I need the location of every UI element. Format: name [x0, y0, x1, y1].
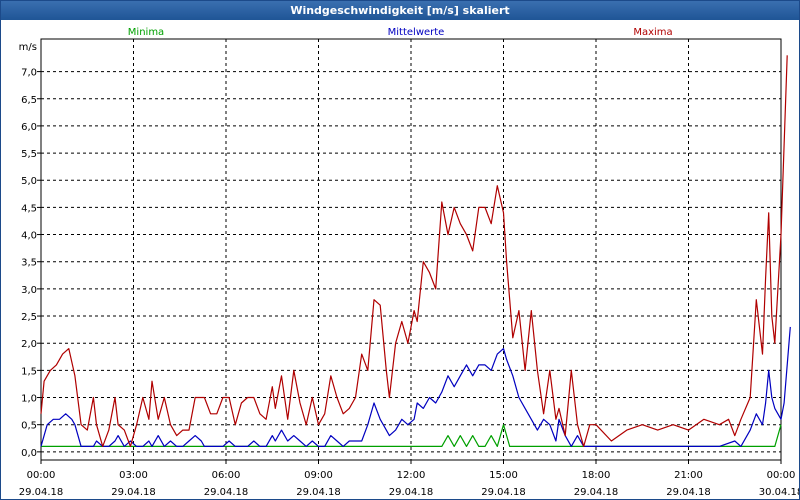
y-tick-label: 3,0	[21, 285, 37, 296]
x-tick-label-date: 29.04.18	[574, 487, 619, 498]
y-tick-label: 2,0	[21, 339, 37, 350]
x-tick-label-date: 29.04.18	[19, 487, 64, 498]
y-tick-label: 5,0	[21, 176, 37, 187]
series-line-minima	[41, 424, 782, 447]
y-tick-label: 4,0	[21, 231, 37, 242]
x-tick-label-date: 30.04.18	[759, 487, 799, 498]
window-title: Windgeschwindigkeit [m/s] skaliert	[1, 1, 799, 20]
y-tick-label: 5,5	[21, 149, 37, 160]
y-tick-label: 3,5	[21, 258, 37, 269]
legend-mittelwerte: Mittelwerte	[388, 27, 445, 38]
y-tick-label: 1,0	[21, 394, 37, 405]
x-tick-label-date: 29.04.18	[389, 487, 434, 498]
y-tick-label: 0,5	[21, 421, 37, 432]
y-tick-label: 1,5	[21, 366, 37, 377]
chart-area: 0,0 0,5 1,0 1,5 2,0 2,5 3,0 3,5 4,0 4,5 5,0 5,5 6,0 6…	[19, 27, 799, 498]
y-tick-label: 7,0	[21, 68, 37, 79]
x-tick-label-date: 29.04.18	[204, 487, 249, 498]
x-tick-label-time: 09:00	[304, 470, 333, 481]
x-tick-label-time: 00:00	[767, 470, 796, 481]
x-tick-label-date: 29.04.18	[481, 487, 526, 498]
x-tick-label-date: 29.04.18	[296, 487, 341, 498]
series-line-mittelwerte	[40, 326, 791, 447]
x-tick-label-time: 00:00	[27, 470, 56, 481]
series-line-maxima	[40, 55, 788, 447]
x-tick-label-time: 21:00	[674, 470, 703, 481]
x-tick-label-time: 12:00	[397, 470, 426, 481]
x-tick-label-time: 03:00	[119, 470, 148, 481]
legend-maxima: Maxima	[633, 27, 672, 38]
y-tick-label: 6,0	[21, 122, 37, 133]
x-tick-label-date: 29.04.18	[111, 487, 156, 498]
y-tick-label: 6,5	[21, 95, 37, 106]
y-tick-label: 2,5	[21, 312, 37, 323]
y-tick-label: 0,0	[21, 448, 37, 459]
y-axis-label: m/s	[19, 42, 37, 53]
legend-minima: Minima	[128, 27, 164, 38]
x-tick-label-time: 06:00	[212, 470, 241, 481]
x-tick-label-time: 18:00	[582, 470, 611, 481]
y-tick-label: 4,5	[21, 203, 37, 214]
x-tick-label-time: 15:00	[489, 470, 518, 481]
x-tick-label-date: 29.04.18	[666, 487, 711, 498]
